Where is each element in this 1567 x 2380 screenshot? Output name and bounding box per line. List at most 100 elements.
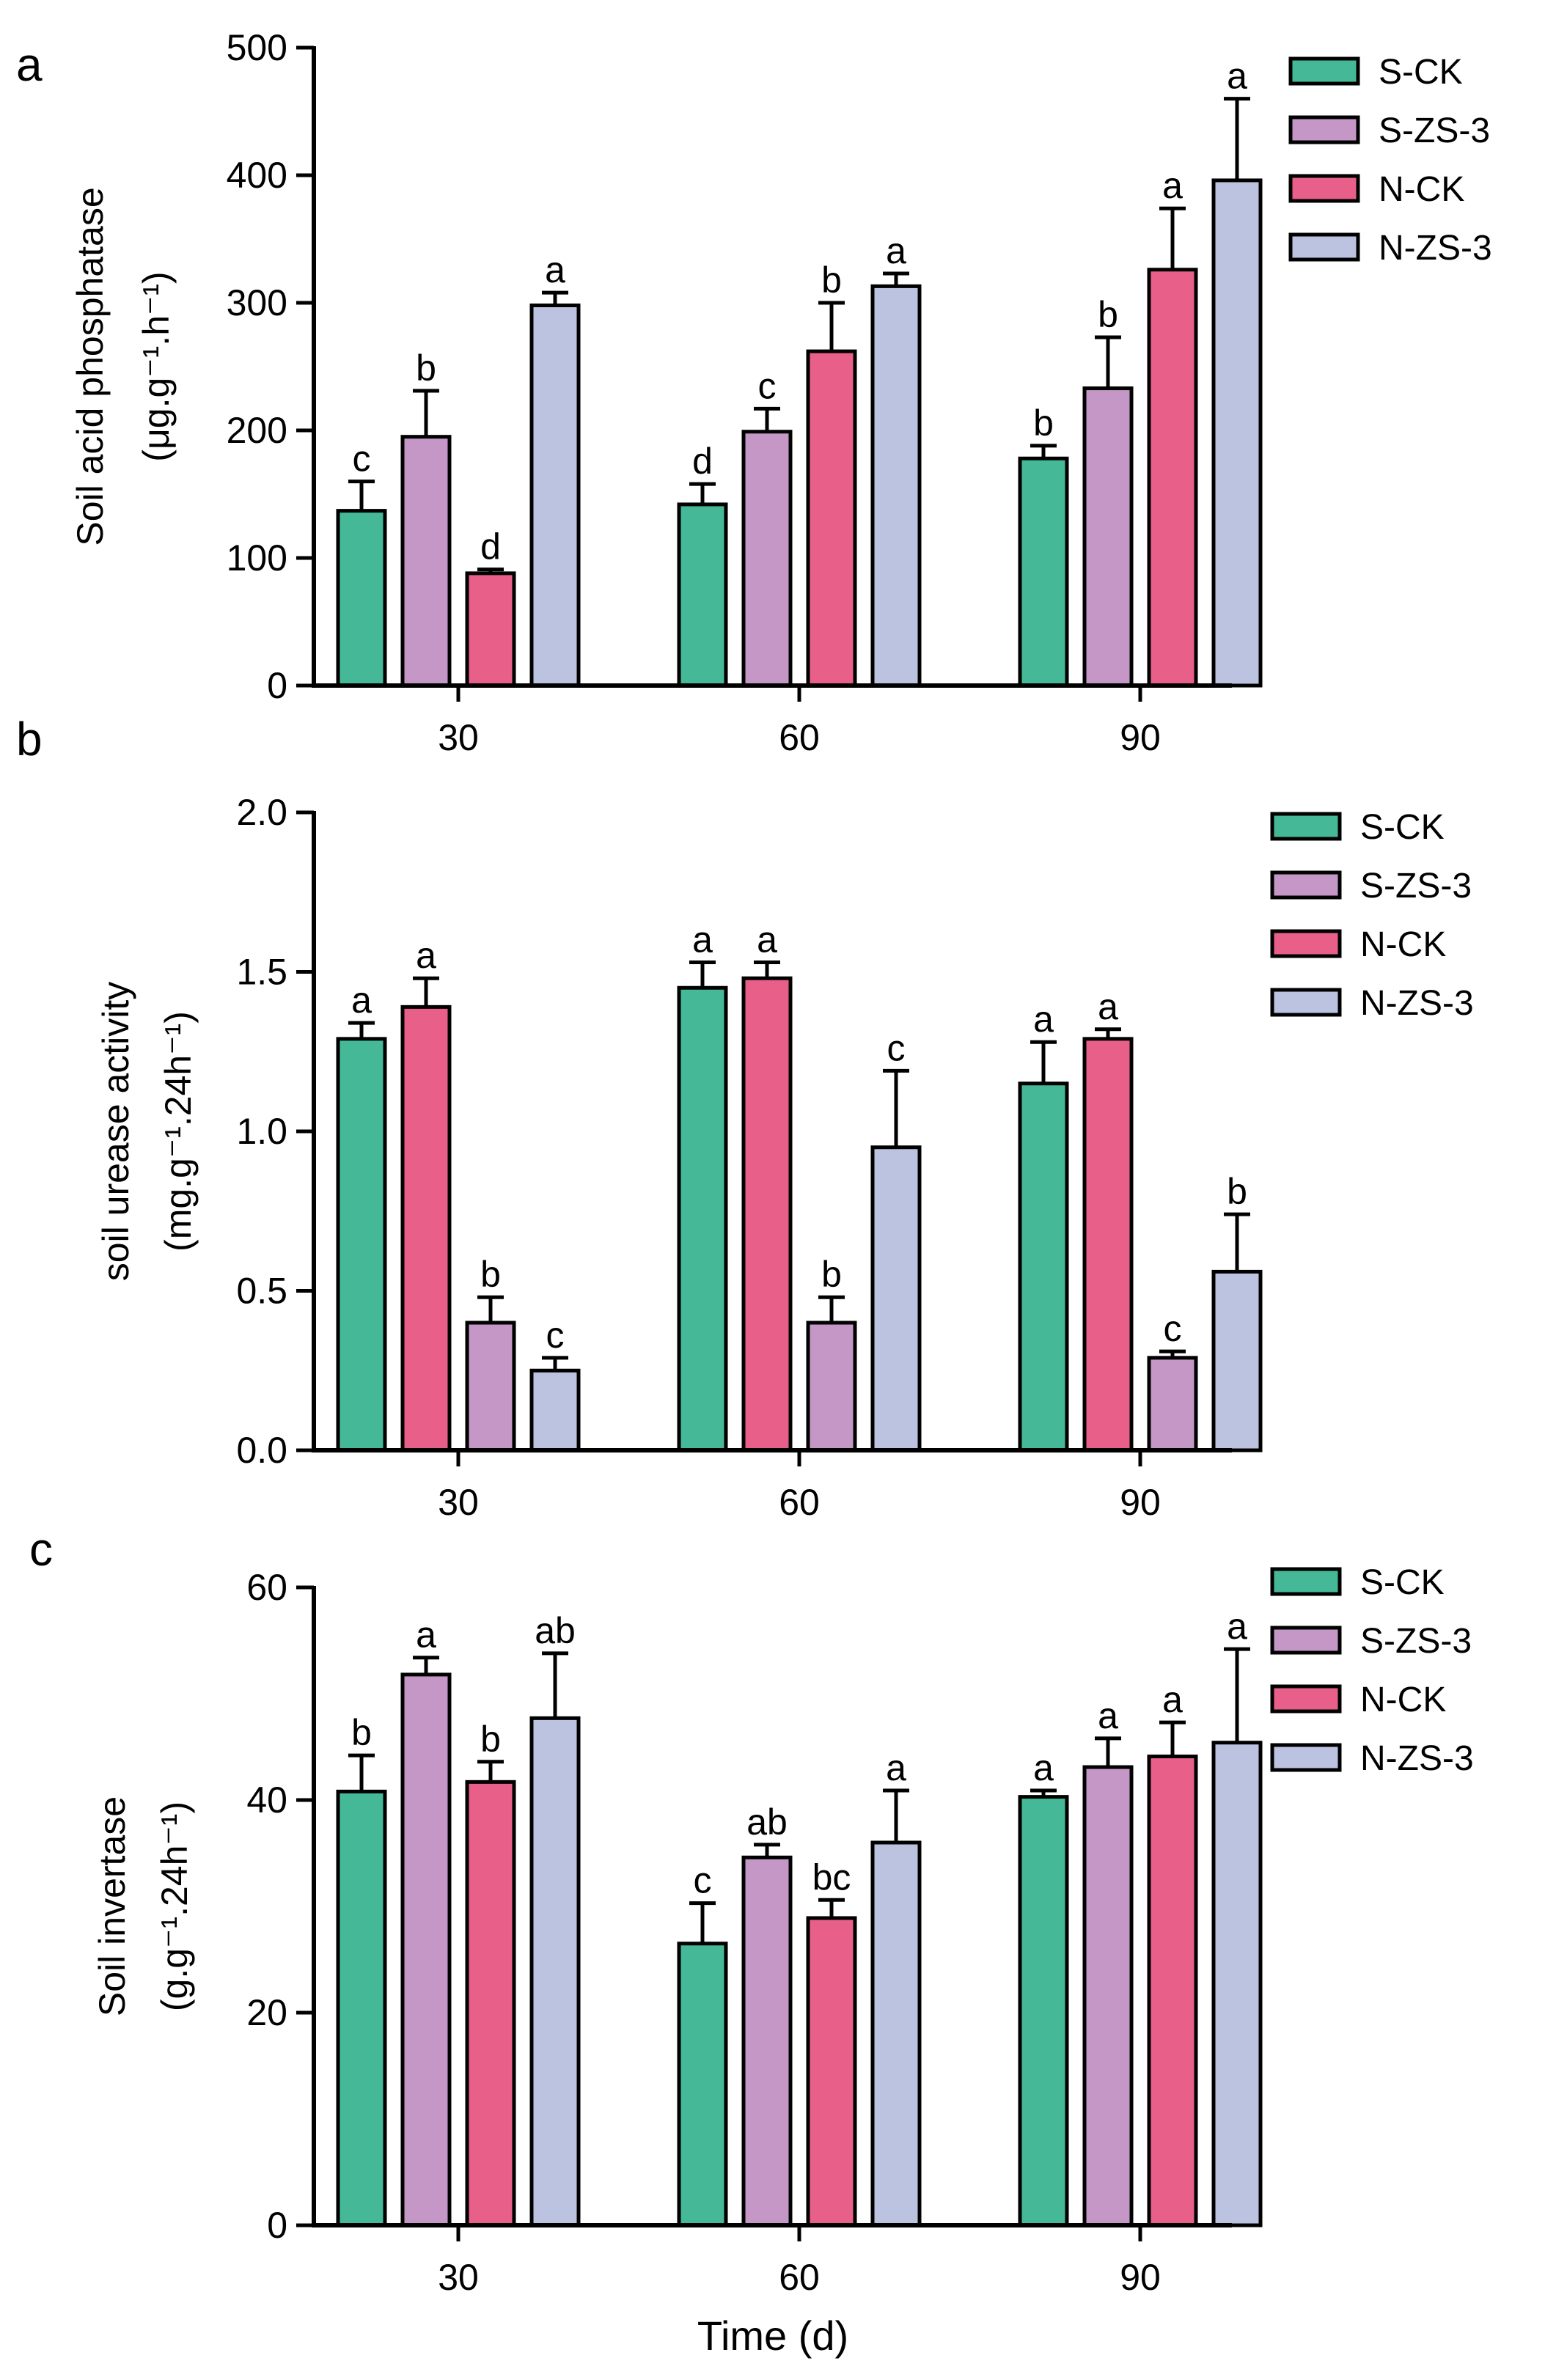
panel-b-sig-letter-N-ZS-3-60: c — [887, 1027, 906, 1068]
panel-c-sig-letter-S-CK-60: c — [694, 1860, 712, 1901]
panel-b-ylabel: soil urease activity — [95, 982, 136, 1282]
panel-a-ylabel: Soil acid phosphatase — [70, 187, 111, 546]
panel-c-sig-letter-N-CK-60: bc — [812, 1856, 851, 1898]
panel-c-bar-N-ZS-3-90 — [1211, 1741, 1263, 2227]
panel-b-legend-swatch-S-CK — [1270, 812, 1342, 841]
panel-c-sig-letter-N-ZS-3-30: ab — [535, 1610, 576, 1651]
panel-b-bar-S-ZS-3-90 — [1147, 1356, 1198, 1452]
panel-b-sig-letter-S-ZS-3-90: c — [1164, 1308, 1182, 1349]
panel-a-bar-S-CK-90 — [1018, 456, 1069, 688]
panel-b-sig-letter-S-ZS-3-60: b — [821, 1254, 842, 1295]
panel-c-bar-N-ZS-3-30 — [529, 1716, 581, 2227]
panel-b-bar-N-ZS-3-30 — [529, 1368, 581, 1452]
panel-b-bar-S-CK-60 — [677, 985, 728, 1452]
panel-a-sig-letter-S-ZS-3-90: b — [1098, 294, 1118, 335]
panel-a-sig-letter-S-CK-90: b — [1033, 403, 1054, 444]
panel-a-letter: a — [16, 38, 43, 91]
panel-c-xtick-label-90: 90 — [1120, 2257, 1161, 2298]
panel-a-sig-letter-S-CK-60: d — [692, 441, 713, 482]
panel-c-bar-S-CK-90 — [1018, 1795, 1069, 2227]
panel-c-bar-S-CK-30 — [336, 1789, 387, 2227]
panel-a-legend-label-S-CK: S-CK — [1379, 53, 1463, 92]
panel-a-sig-letter-N-ZS-3-30: a — [545, 249, 565, 290]
panel-b-sig-letter-N-CK-30: a — [416, 935, 436, 976]
panel-c-sig-letter-N-ZS-3-60: a — [886, 1747, 906, 1788]
panel-c-letter: c — [29, 1523, 53, 1576]
panel-b-bar-N-CK-60 — [741, 976, 793, 1452]
panel-a-bar-N-ZS-3-90 — [1211, 178, 1263, 688]
panel-b-bar-S-ZS-3-30 — [465, 1321, 516, 1452]
panel-b-xtick-label-60: 60 — [779, 1482, 820, 1523]
panel-a-ytick-label-400: 400 — [227, 155, 287, 196]
panel-c-legend-swatch-N-CK — [1270, 1684, 1342, 1714]
panel-b-letter: b — [16, 713, 43, 765]
panel-c-ytick-label-0: 0 — [267, 2205, 287, 2246]
panel-c-legend-swatch-S-ZS-3 — [1270, 1626, 1342, 1655]
panel-c-xtick-label-60: 60 — [779, 2257, 820, 2298]
panel-c-ylabel-units: (g.g⁻¹.24h⁻¹) — [154, 1801, 195, 2011]
panel-b-legend-swatch-S-ZS-3 — [1270, 870, 1342, 900]
panel-a-bar-N-CK-90 — [1147, 268, 1198, 688]
panel-c-bar-S-ZS-3-90 — [1082, 1765, 1134, 2227]
panel-b-legend-label-N-CK: N-CK — [1360, 925, 1446, 964]
panel-a-bar-S-ZS-3-90 — [1082, 386, 1134, 688]
panel-c-bar-N-ZS-3-60 — [870, 1840, 922, 2227]
panel-b-ytick-label-1.5: 1.5 — [236, 952, 287, 993]
panel-c-sig-letter-S-CK-90: a — [1033, 1747, 1054, 1788]
panel-c-ytick-label-20: 20 — [246, 1992, 287, 2033]
panel-a-sig-letter-N-ZS-3-60: a — [886, 230, 906, 271]
panel-c-xtick-label-30: 30 — [438, 2257, 479, 2298]
panel-a-bar-N-CK-60 — [806, 349, 857, 688]
panel-b-legend-label-S-CK: S-CK — [1360, 808, 1445, 847]
panel-a-bar-S-CK-30 — [336, 509, 387, 688]
panel-c-sig-letter-N-CK-90: a — [1162, 1679, 1183, 1720]
panel-a-bar-N-ZS-3-60 — [870, 284, 922, 688]
panel-a-legend-swatch-N-CK — [1288, 174, 1360, 203]
panel-c-legend-swatch-S-CK — [1270, 1567, 1342, 1596]
panel-a-bar-S-ZS-3-30 — [400, 435, 452, 688]
panel-a-bar-N-CK-30 — [465, 571, 516, 688]
panel-a-bar-S-ZS-3-60 — [741, 430, 793, 688]
panel-a-legend-swatch-N-ZS-3 — [1288, 232, 1360, 262]
panel-b-ytick-label-2.0: 2.0 — [236, 792, 287, 833]
panel-a-xtick-label-60: 60 — [779, 717, 820, 758]
panel-c-legend-label-N-ZS-3: N-ZS-3 — [1360, 1739, 1474, 1778]
panel-c-ylabel: Soil invertase — [92, 1796, 133, 2016]
panel-b-bar-N-CK-90 — [1082, 1037, 1134, 1452]
panel-a-ytick-label-300: 300 — [227, 282, 287, 323]
panel-a-sig-letter-S-CK-30: c — [353, 438, 371, 480]
panel-b-sig-letter-S-CK-90: a — [1033, 999, 1054, 1040]
panel-b-xtick-label-30: 30 — [438, 1482, 479, 1523]
panel-c-bar-S-ZS-3-30 — [400, 1672, 452, 2227]
panel-a-xtick-label-30: 30 — [438, 717, 479, 758]
panel-c-bar-N-CK-90 — [1147, 1755, 1198, 2227]
panel-a-sig-letter-S-ZS-3-60: c — [758, 365, 777, 406]
panel-c-legend-label-S-CK: S-CK — [1360, 1563, 1445, 1602]
panel-b-bar-N-ZS-3-90 — [1211, 1269, 1263, 1452]
panel-b-legend-label-N-ZS-3: N-ZS-3 — [1360, 984, 1474, 1023]
panel-b-bar-S-CK-30 — [336, 1037, 387, 1452]
panel-c-legend-label-N-CK: N-CK — [1360, 1681, 1446, 1719]
panel-b-ylabel-units: (mg.g⁻¹.24h⁻¹) — [158, 1011, 199, 1252]
panel-b-sig-letter-N-ZS-3-90: b — [1227, 1171, 1247, 1212]
panel-c-sig-letter-S-ZS-3-60: ab — [746, 1801, 788, 1843]
panel-a-sig-letter-N-CK-90: a — [1162, 165, 1183, 206]
panel-b-sig-letter-S-CK-30: a — [351, 980, 372, 1021]
panel-b-sig-letter-N-CK-90: a — [1098, 986, 1118, 1027]
panel-a-sig-letter-N-CK-30: d — [480, 526, 501, 568]
panel-b-ytick-label-1.0: 1.0 — [236, 1111, 287, 1152]
panel-a-bar-S-CK-60 — [677, 502, 728, 688]
panel-c-legend-label-S-ZS-3: S-ZS-3 — [1360, 1622, 1472, 1661]
panel-c-sig-letter-N-ZS-3-90: a — [1227, 1606, 1247, 1647]
panel-c-bar-N-CK-30 — [465, 1780, 516, 2227]
panel-a-sig-letter-S-ZS-3-30: b — [416, 348, 436, 389]
panel-c-xlabel: Time (d) — [697, 2313, 848, 2359]
panel-c-ytick-label-60: 60 — [246, 1567, 287, 1608]
panel-b-bar-N-ZS-3-60 — [870, 1145, 922, 1452]
panel-b-bar-S-ZS-3-60 — [806, 1321, 857, 1452]
panel-b-bar-N-CK-30 — [400, 1004, 452, 1452]
panel-c-sig-letter-S-CK-30: b — [351, 1712, 372, 1753]
panel-a-sig-letter-N-ZS-3-90: a — [1227, 56, 1247, 97]
panel-c-bar-S-ZS-3-60 — [741, 1855, 793, 2227]
